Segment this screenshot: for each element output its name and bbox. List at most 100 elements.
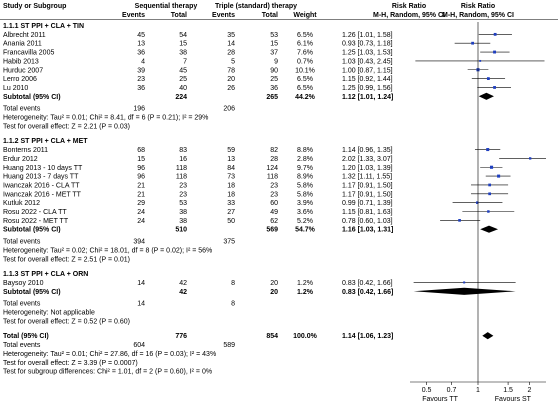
- risk-ratio-ci: 1.20 [1.03, 1.39]: [342, 165, 393, 172]
- total-events-tt: 8: [231, 301, 235, 308]
- weight-value: 3.6%: [297, 209, 313, 216]
- events-st: 14: [137, 280, 145, 287]
- subgroup-title: 1.1.3 ST PPI + CLA + ORN: [3, 271, 88, 278]
- overall-effect-text: Test for overall effect: Z = 2.21 (P = 0…: [3, 123, 130, 130]
- risk-ratio-ci: 1.03 [0.43, 2.45]: [342, 58, 393, 65]
- point-estimate-marker: [458, 219, 461, 222]
- study-name: Lu 2010: [3, 85, 28, 92]
- subtotal-weight: 54.7%: [295, 227, 316, 234]
- weight-value: 8.9%: [297, 174, 313, 181]
- events-tt: 5: [231, 58, 235, 65]
- study-name: Lerro 2006: [3, 76, 37, 83]
- weight-value: 9.7%: [297, 165, 313, 172]
- overall-effect-text: Test for overall effect: Z = 0.52 (P = 0…: [3, 318, 130, 325]
- events-tt: 73: [227, 174, 235, 181]
- study-name: Anania 2011: [3, 41, 42, 48]
- point-estimate-marker: [497, 174, 501, 178]
- total-events-tt: 375: [223, 239, 235, 246]
- events-tt: 50: [227, 218, 235, 225]
- point-estimate-marker: [476, 201, 479, 204]
- total-events-st: 196: [133, 106, 145, 113]
- point-estimate-marker: [471, 41, 474, 45]
- x-axis-tick-label: 1: [476, 387, 480, 394]
- events-tt: 33: [227, 200, 235, 207]
- total-tt: 118: [267, 174, 278, 181]
- events-tt: 13: [227, 156, 235, 163]
- overall-events-tt: 589: [223, 342, 235, 349]
- favours-right-label: Favours ST: [495, 396, 532, 403]
- risk-ratio-ci: 2.02 [1.33, 3.07]: [342, 156, 393, 163]
- header-weight: Weight: [293, 12, 317, 19]
- study-name: Baysoy 2010: [3, 280, 44, 287]
- total-tt: 36: [270, 85, 278, 92]
- total-st: 42: [179, 280, 187, 287]
- total-st: 53: [179, 200, 187, 207]
- events-st: 24: [137, 209, 145, 216]
- events-st: 96: [137, 165, 145, 172]
- risk-ratio-ci: 1.00 [0.87, 1.15]: [342, 67, 393, 74]
- risk-ratio-ci: 1.14 [0.96, 1.35]: [342, 147, 393, 154]
- point-estimate-marker: [487, 210, 490, 213]
- overall-total-label: Total (95% CI): [3, 333, 49, 340]
- events-st: 23: [137, 76, 145, 83]
- events-st: 45: [137, 32, 145, 39]
- events-tt: 18: [227, 191, 235, 198]
- favours-left-label: Favours TT: [422, 396, 458, 403]
- total-st: 15: [179, 41, 187, 48]
- total-tt: 53: [270, 32, 278, 39]
- total-st: 38: [179, 218, 187, 225]
- subtotal-total-st: 42: [179, 289, 187, 296]
- total-events-label: Total events: [3, 239, 41, 246]
- total-st: 38: [179, 209, 187, 216]
- heterogeneity-text: Heterogeneity: Tau² = 0.01; Chi² = 8.41,…: [3, 115, 208, 122]
- subgroup-title: 1.1.2 ST PPI + CLA + MET: [3, 138, 88, 145]
- total-st: 25: [179, 76, 187, 83]
- overall-total-weight: 100.0%: [293, 333, 318, 340]
- header-risk-ratio-right: Risk Ratio: [461, 3, 495, 10]
- subtotal-ci: 1.16 [1.03, 1.31]: [342, 227, 393, 234]
- study-name: Rosu 2022 - CLA TT: [3, 209, 67, 216]
- point-estimate-marker: [529, 157, 532, 160]
- events-st: 24: [137, 218, 145, 225]
- subtotal-total-tt: 569: [266, 227, 278, 234]
- total-events-label: Total events: [3, 106, 41, 113]
- events-st: 96: [137, 174, 145, 181]
- weight-value: 6.5%: [297, 76, 313, 83]
- total-tt: 82: [270, 147, 278, 154]
- weight-value: 5.8%: [297, 182, 313, 189]
- header-method-left: M-H, Random, 95% CI: [373, 12, 445, 19]
- point-estimate-marker: [489, 165, 494, 169]
- events-tt: 18: [227, 182, 235, 189]
- events-st: 13: [137, 41, 145, 48]
- subtotal-diamond: [413, 287, 516, 295]
- header-total-tt: Total: [262, 12, 278, 19]
- risk-ratio-ci: 1.15 [0.92, 1.44]: [342, 76, 393, 83]
- heterogeneity-text: Heterogeneity: Tau² = 0.02; Chi² = 18.01…: [3, 247, 212, 254]
- x-axis-tick-label: 2: [527, 387, 531, 394]
- weight-value: 6.1%: [297, 41, 313, 48]
- study-name: Habib 2013: [3, 58, 39, 65]
- total-tt: 62: [270, 218, 278, 225]
- subtotal-total-st: 510: [175, 227, 187, 234]
- total-st: 83: [179, 147, 187, 154]
- total-events-st: 14: [137, 301, 145, 308]
- weight-value: 8.8%: [297, 147, 313, 154]
- overall-total-ci: 1.14 [1.06, 1.23]: [342, 333, 393, 340]
- total-st: 54: [179, 32, 187, 39]
- study-name: Francavilla 2005: [3, 50, 54, 57]
- study-name: Iwanczak 2016 - CLA TT: [3, 182, 80, 189]
- header-sequential-therapy: Sequential therapy: [135, 3, 198, 10]
- events-st: 68: [137, 147, 145, 154]
- total-events-tt: 206: [223, 106, 235, 113]
- study-name: Huang 2013 - 10 days TT: [3, 165, 83, 172]
- study-name: Hurduc 2007: [3, 67, 43, 74]
- overall-events-st: 604: [133, 342, 145, 349]
- risk-ratio-ci: 0.83 [0.42, 1.66]: [342, 280, 393, 287]
- events-st: 21: [137, 182, 145, 189]
- overall-effect-total-text: Test for overall effect: Z = 3.39 (P = 0…: [3, 360, 138, 367]
- total-tt: 49: [270, 209, 278, 216]
- total-st: 23: [179, 191, 187, 198]
- subtotal-ci: 1.12 [1.01, 1.24]: [342, 94, 393, 101]
- events-tt: 84: [227, 165, 235, 172]
